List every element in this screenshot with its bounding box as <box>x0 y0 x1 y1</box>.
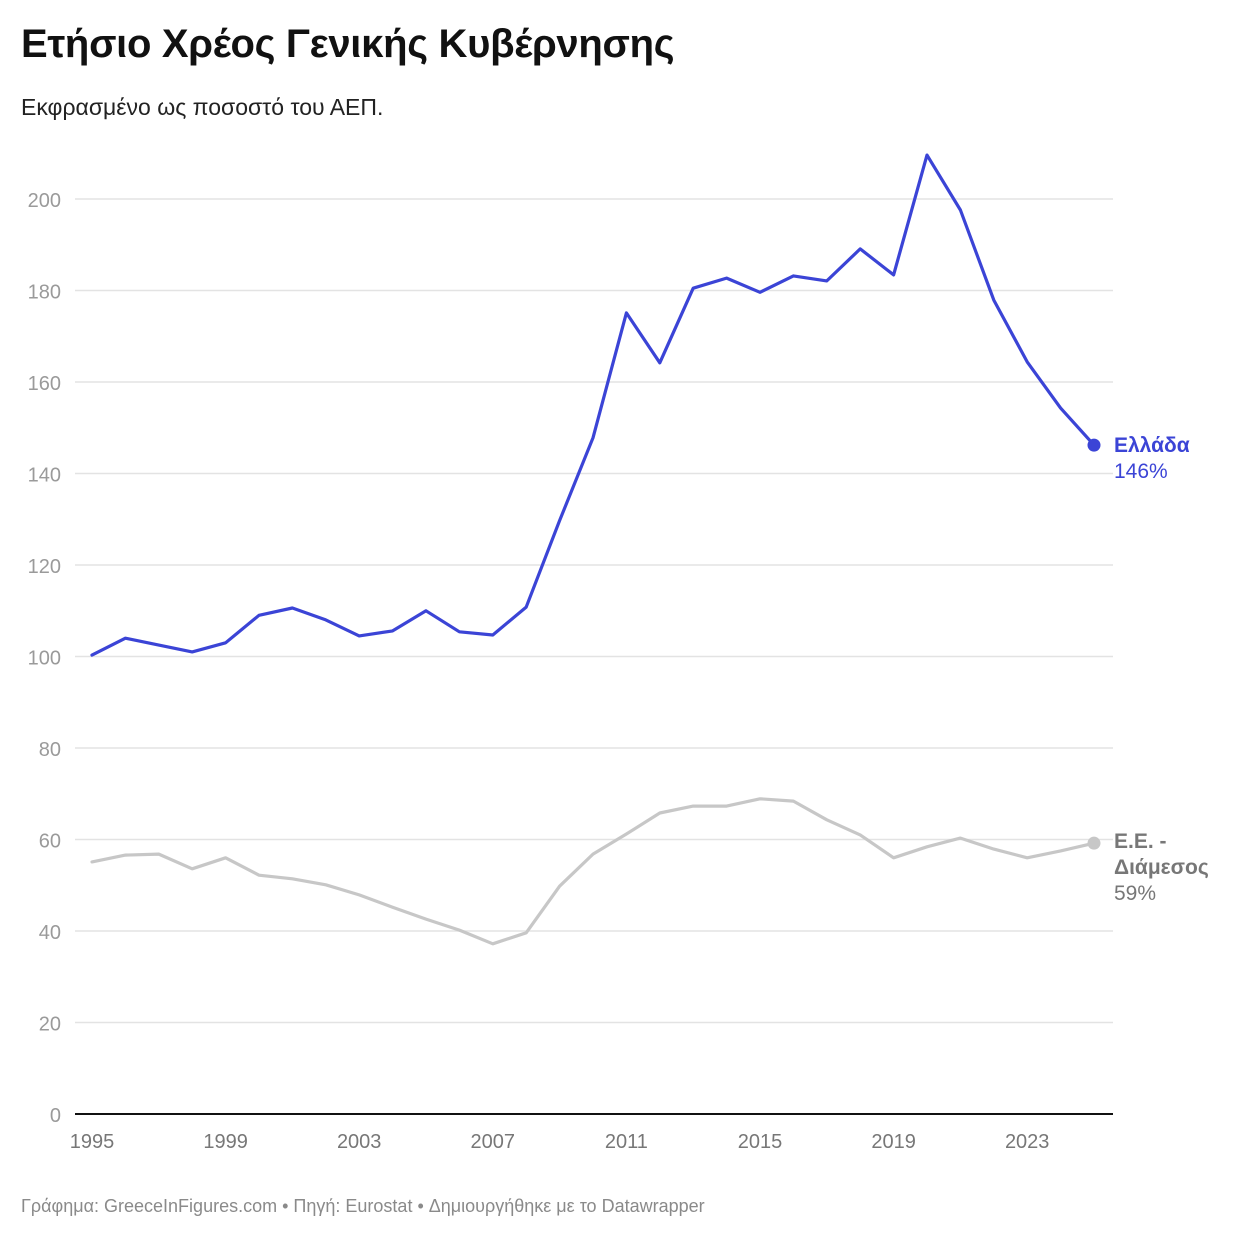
chart-footer-credits: Γράφημα: GreeceInFigures.com • Πηγή: Eur… <box>21 1196 705 1216</box>
greece-line-end-marker <box>1087 438 1101 452</box>
eu-series-name-line1: Ε.Ε. - <box>1114 830 1167 853</box>
y-tick-label: 40 <box>39 922 61 944</box>
eu-series-name-line2: Διάμεσος <box>1114 856 1209 879</box>
x-axis-ticks: 1995 1999 2003 2007 2011 2015 2019 2023 <box>70 1131 1050 1153</box>
y-axis-ticks: 0 20 40 60 80 100 120 140 160 180 200 <box>28 190 61 1127</box>
y-tick-label: 60 <box>39 831 61 853</box>
x-tick-label: 2003 <box>337 1131 382 1153</box>
x-tick-label: 1995 <box>70 1131 115 1153</box>
y-tick-label: 120 <box>28 556 61 578</box>
y-tick-label: 20 <box>39 1014 61 1036</box>
eu-series-value: 59% <box>1114 882 1157 905</box>
y-tick-label: 0 <box>50 1105 61 1127</box>
eu-median-line <box>90 797 1096 946</box>
x-tick-label: 2011 <box>605 1131 648 1153</box>
greece-series-value: 146% <box>1114 460 1168 483</box>
y-tick-label: 80 <box>39 739 61 761</box>
x-tick-label: 1999 <box>203 1131 248 1153</box>
y-tick-label: 160 <box>28 373 61 395</box>
eu-median-line-end-marker <box>1087 836 1101 850</box>
greece-line <box>90 153 1096 657</box>
x-tick-label: 2019 <box>871 1131 916 1153</box>
x-tick-label: 2023 <box>1005 1131 1050 1153</box>
y-tick-label: 200 <box>28 190 61 212</box>
y-tick-label: 180 <box>28 282 61 304</box>
series-lines <box>90 153 1101 946</box>
x-tick-label: 2007 <box>471 1131 516 1153</box>
x-tick-label: 2015 <box>738 1131 783 1153</box>
y-tick-label: 140 <box>28 465 61 487</box>
greece-end-label: Ελλάδα 146% <box>1114 433 1190 485</box>
greece-series-name: Ελλάδα <box>1114 434 1190 457</box>
y-tick-label: 100 <box>28 648 61 670</box>
chart-title: Ετήσιο Χρέος Γενικής Κυβέρνησης <box>21 22 675 66</box>
eu-end-label: Ε.Ε. - Διάμεσος 59% <box>1114 829 1209 907</box>
gridlines <box>75 198 1113 1024</box>
chart-subtitle: Εκφρασμένο ως ποσοστό του ΑΕΠ. <box>21 94 384 120</box>
